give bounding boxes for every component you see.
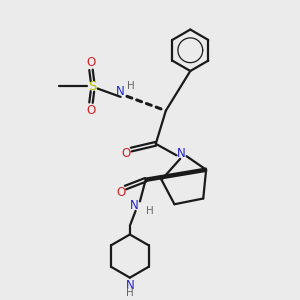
Text: H: H bbox=[128, 81, 135, 91]
Text: O: O bbox=[86, 104, 96, 117]
Text: O: O bbox=[121, 147, 130, 161]
Text: N: N bbox=[130, 199, 139, 212]
Text: N: N bbox=[125, 279, 134, 292]
Text: H: H bbox=[126, 288, 134, 298]
Text: S: S bbox=[88, 80, 97, 93]
Text: N: N bbox=[177, 147, 186, 161]
Text: O: O bbox=[86, 56, 96, 69]
Text: H: H bbox=[146, 206, 154, 217]
Text: O: O bbox=[117, 186, 126, 199]
Text: N: N bbox=[116, 85, 125, 98]
